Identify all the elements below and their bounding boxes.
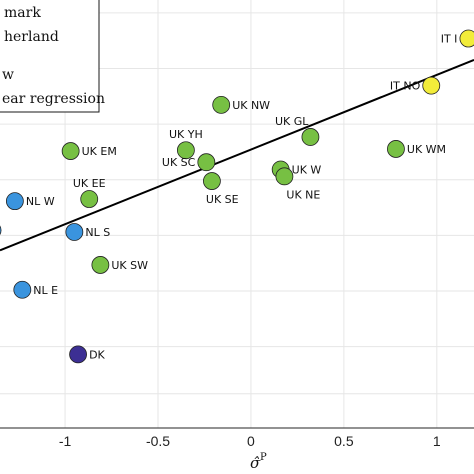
data-point-label: UK SE bbox=[206, 193, 239, 206]
data-point bbox=[212, 95, 231, 114]
x-axis-label: σ̂ P bbox=[250, 452, 267, 472]
data-point-label: IT NO bbox=[390, 80, 421, 93]
data-point bbox=[69, 345, 87, 364]
data-point bbox=[203, 172, 221, 190]
data-point-label: NL S bbox=[85, 226, 110, 239]
data-point-label: UK W bbox=[292, 163, 322, 176]
data-point bbox=[13, 280, 32, 299]
data-point-label: UK EM bbox=[82, 145, 117, 158]
data-point bbox=[197, 153, 216, 172]
data-point bbox=[0, 225, 2, 236]
data-point bbox=[459, 29, 474, 48]
data-point bbox=[422, 76, 441, 95]
data-point-label: UK YH bbox=[169, 128, 203, 141]
legend-entry-3: w bbox=[2, 67, 14, 83]
x-tick-label: 1 bbox=[433, 433, 441, 449]
x-tick-label: 0.5 bbox=[334, 433, 354, 449]
data-point-label: NL W bbox=[26, 195, 55, 208]
data-point-label: NL E bbox=[33, 284, 58, 297]
regression-line bbox=[0, 58, 474, 252]
legend-entry-2: herland bbox=[4, 29, 59, 45]
data-point bbox=[275, 167, 294, 186]
data-point bbox=[5, 192, 24, 211]
data-point-label: IT I bbox=[441, 33, 458, 46]
data-point-label: UK WM bbox=[407, 143, 446, 156]
legend-entry-4: ear regression bbox=[2, 91, 105, 107]
data-point-label: UK SC bbox=[162, 156, 196, 169]
data-point-label: UK NW bbox=[232, 99, 270, 112]
data-points: UK NW UK GL UK WM UK EM UK YH UK SC UK W UK NE U… bbox=[0, 29, 474, 364]
data-point-label: UK SW bbox=[111, 259, 148, 272]
x-axis-label-main: σ̂ bbox=[250, 454, 261, 472]
x-tick-labels: -1 -0.5 0 0.5 1 bbox=[59, 433, 441, 449]
legend-entry-1: mark bbox=[4, 5, 41, 21]
x-tick-label: -0.5 bbox=[146, 433, 170, 449]
data-point-label: UK GL bbox=[275, 115, 309, 128]
data-point bbox=[176, 141, 195, 160]
data-point-label: DK bbox=[89, 348, 105, 361]
legend: mark herland w ear regression bbox=[0, 0, 105, 113]
data-point bbox=[65, 223, 84, 241]
data-point bbox=[91, 256, 110, 274]
data-point bbox=[61, 142, 80, 160]
legend-box bbox=[0, 0, 100, 113]
x-tick-label: 0 bbox=[247, 433, 255, 449]
data-point-label: UK NE bbox=[286, 188, 320, 201]
data-point bbox=[80, 190, 99, 208]
data-point bbox=[301, 128, 320, 146]
data-point bbox=[387, 140, 405, 158]
x-axis-label-superscript: P bbox=[260, 452, 267, 463]
x-tick-label: -1 bbox=[59, 433, 72, 449]
data-point-label: UK EE bbox=[73, 177, 106, 190]
